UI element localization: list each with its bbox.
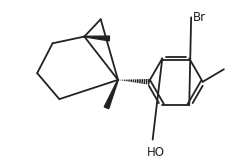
Polygon shape [104,80,118,109]
Text: Br: Br [193,11,206,24]
Text: HO: HO [147,146,165,159]
Polygon shape [84,36,109,41]
